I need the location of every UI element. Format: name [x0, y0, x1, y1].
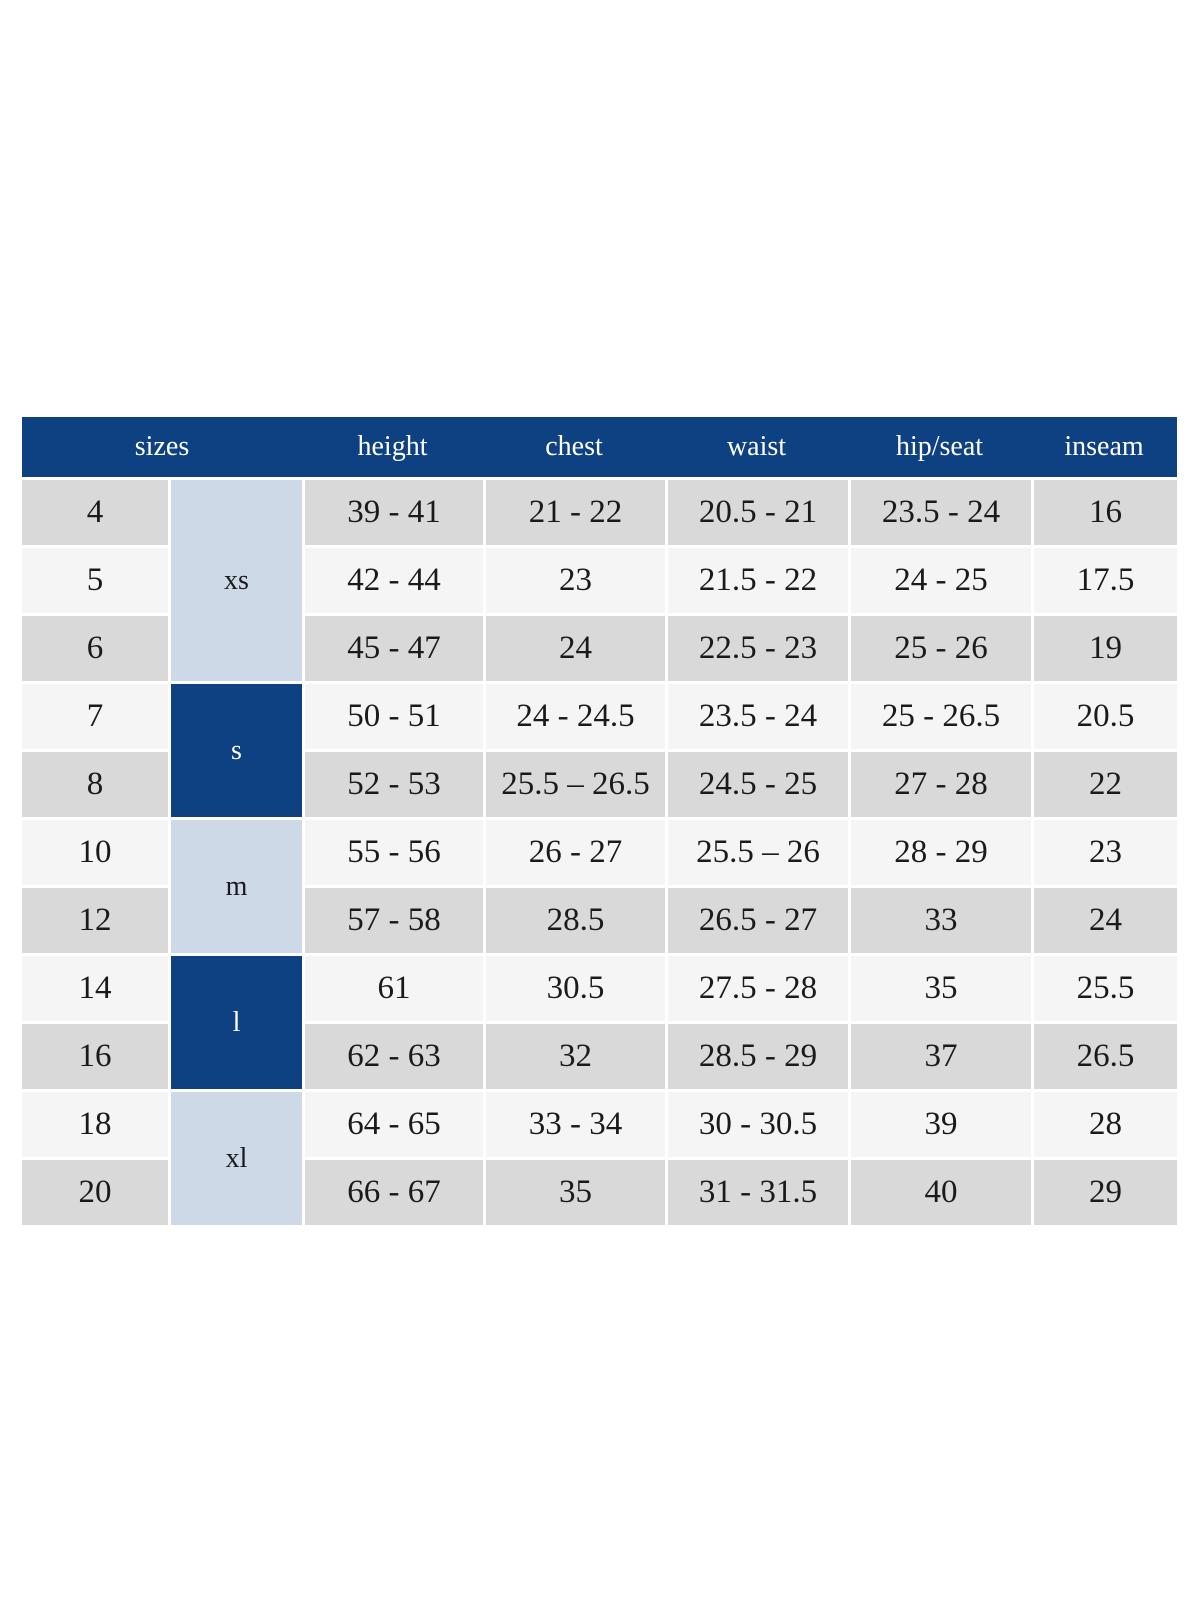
size-cell: 4	[22, 480, 168, 545]
height-cell: 66 - 67	[305, 1160, 483, 1225]
table-header-row: sizes height chest waist hip/seat inseam	[22, 417, 1177, 477]
chest-cell: 30.5	[486, 956, 665, 1021]
hip-seat-cell: 40	[851, 1160, 1031, 1225]
waist-cell: 31 - 31.5	[668, 1160, 848, 1225]
header-hip-seat: hip/seat	[895, 431, 984, 462]
height-cell: 52 - 53	[305, 752, 483, 817]
hip-seat-cell: 24 - 25	[851, 548, 1031, 613]
chest-cell: 35	[486, 1160, 665, 1225]
table-body: xs s m l xl 4 39 - 41 21 - 22 20.5 - 21 …	[22, 480, 1177, 1225]
waist-cell: 26.5 - 27	[668, 888, 848, 953]
inseam-cell: 23	[1034, 820, 1177, 885]
waist-cell: 21.5 - 22	[668, 548, 848, 613]
inseam-cell: 16	[1034, 480, 1177, 545]
height-cell: 61	[305, 956, 483, 1021]
chest-cell: 28.5	[486, 888, 665, 953]
hip-seat-cell: 37	[851, 1024, 1031, 1089]
waist-cell: 27.5 - 28	[668, 956, 848, 1021]
height-cell: 55 - 56	[305, 820, 483, 885]
height-cell: 45 - 47	[305, 616, 483, 681]
waist-cell: 20.5 - 21	[668, 480, 848, 545]
hip-seat-cell: 28 - 29	[851, 820, 1031, 885]
chest-cell: 24 - 24.5	[486, 684, 665, 749]
inseam-cell: 17.5	[1034, 548, 1177, 613]
waist-cell: 28.5 - 29	[668, 1024, 848, 1089]
size-chart-table: sizes height chest waist hip/seat inseam…	[22, 417, 1177, 1225]
waist-cell: 23.5 - 24	[668, 684, 848, 749]
size-cell: 16	[22, 1024, 168, 1089]
height-cell: 39 - 41	[305, 480, 483, 545]
hip-seat-cell: 39	[851, 1092, 1031, 1157]
chest-cell: 23	[486, 548, 665, 613]
hip-seat-cell: 33	[851, 888, 1031, 953]
chest-cell: 21 - 22	[486, 480, 665, 545]
size-cell: 6	[22, 616, 168, 681]
hip-seat-cell: 27 - 28	[851, 752, 1031, 817]
inseam-cell: 29	[1034, 1160, 1177, 1225]
size-cell: 10	[22, 820, 168, 885]
height-cell: 64 - 65	[305, 1092, 483, 1157]
hip-seat-cell: 25 - 26	[851, 616, 1031, 681]
size-cell: 18	[22, 1092, 168, 1157]
height-cell: 50 - 51	[305, 684, 483, 749]
chest-cell: 26 - 27	[486, 820, 665, 885]
header-sizes: sizes	[134, 431, 190, 462]
chest-cell: 32	[486, 1024, 665, 1089]
header-waist: waist	[726, 431, 787, 462]
header-chest: chest	[545, 431, 603, 462]
header-inseam: inseam	[1064, 431, 1144, 462]
height-cell: 62 - 63	[305, 1024, 483, 1089]
group-cell-m: m	[171, 820, 302, 953]
group-cell-xl: xl	[171, 1092, 302, 1225]
height-cell: 42 - 44	[305, 548, 483, 613]
size-cell: 5	[22, 548, 168, 613]
size-cell: 20	[22, 1160, 168, 1225]
height-cell: 57 - 58	[305, 888, 483, 953]
inseam-cell: 24	[1034, 888, 1177, 953]
hip-seat-cell: 25 - 26.5	[851, 684, 1031, 749]
group-cell-xs: xs	[171, 480, 302, 681]
waist-cell: 30 - 30.5	[668, 1092, 848, 1157]
waist-cell: 24.5 - 25	[668, 752, 848, 817]
size-cell: 7	[22, 684, 168, 749]
inseam-cell: 19	[1034, 616, 1177, 681]
size-cell: 12	[22, 888, 168, 953]
chest-cell: 24	[486, 616, 665, 681]
group-cell-l: l	[171, 956, 302, 1089]
hip-seat-cell: 23.5 - 24	[851, 480, 1031, 545]
inseam-cell: 22	[1034, 752, 1177, 817]
size-cell: 14	[22, 956, 168, 1021]
chest-cell: 25.5 – 26.5	[486, 752, 665, 817]
waist-cell: 25.5 – 26	[668, 820, 848, 885]
inseam-cell: 26.5	[1034, 1024, 1177, 1089]
size-cell: 8	[22, 752, 168, 817]
inseam-cell: 28	[1034, 1092, 1177, 1157]
group-cell-s: s	[171, 684, 302, 817]
hip-seat-cell: 35	[851, 956, 1031, 1021]
header-height: height	[357, 431, 428, 462]
waist-cell: 22.5 - 23	[668, 616, 848, 681]
chest-cell: 33 - 34	[486, 1092, 665, 1157]
inseam-cell: 25.5	[1034, 956, 1177, 1021]
inseam-cell: 20.5	[1034, 684, 1177, 749]
